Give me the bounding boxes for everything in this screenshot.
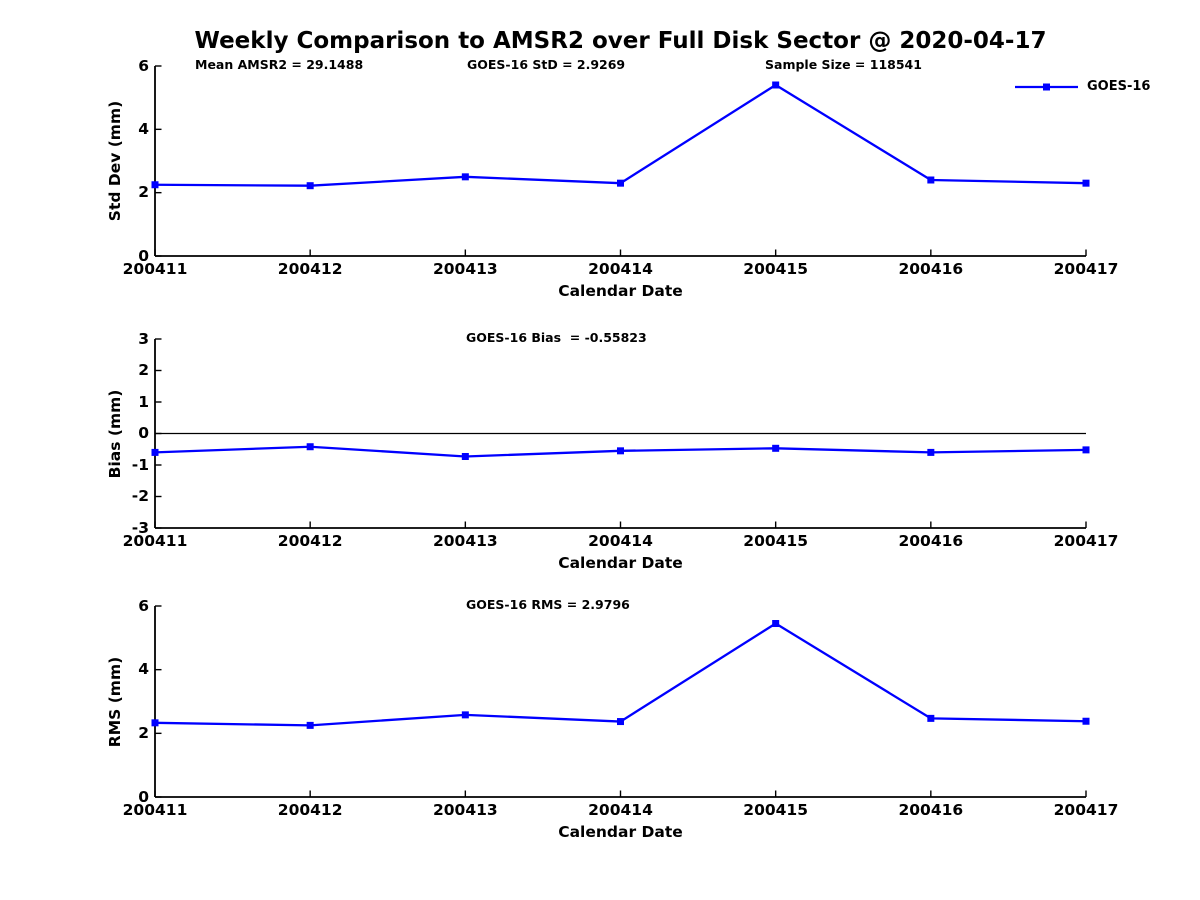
data-point-marker: [617, 718, 624, 726]
x-tick-label: 200415: [743, 260, 809, 278]
data-point-marker: [461, 452, 469, 460]
data-point-marker: [772, 81, 780, 89]
x-tick-label: 200417: [1053, 801, 1119, 819]
y-tick-label: 6: [138, 596, 149, 615]
data-point-marker: [151, 181, 159, 189]
x-axis-label-calendar-date: Calendar Date: [558, 282, 683, 300]
legend-line-sample: [1015, 83, 1078, 91]
y-tick-label: -2: [131, 487, 149, 505]
plot-bias: Bias (mm) GOES-16 Bias = -0.55823 Calend…: [106, 330, 1118, 573]
data-point-marker: [772, 620, 780, 628]
plot-rms: RMS (mm) GOES-16 RMS = 2.9796 Calendar D…: [106, 597, 1118, 842]
annotation-mean-amsr2: Mean AMSR2 = 29.1488: [195, 57, 364, 72]
data-point-marker: [617, 179, 624, 187]
x-tick-label: 200413: [432, 260, 498, 278]
y-tick-label: 1: [138, 392, 149, 411]
y-tick-label: 0: [138, 424, 149, 442]
data-point-marker: [617, 447, 624, 455]
annotation-sample-size: Sample Size = 118541: [765, 57, 922, 72]
legend-label: GOES-16: [1087, 79, 1151, 94]
data-point-marker: [151, 719, 159, 727]
y-tick-label: 2: [138, 723, 149, 742]
legend: GOES-16: [1015, 80, 1150, 94]
legend-marker-icon: [1043, 83, 1050, 91]
annotation-goes16-rms: GOES-16 RMS = 2.9796: [466, 597, 630, 612]
data-point-marker: [306, 443, 314, 451]
y-tick-label: -3: [131, 518, 149, 537]
data-point-marker: [927, 176, 935, 184]
x-tick-label: 200415: [743, 801, 809, 819]
x-tick-label: 200416: [898, 532, 964, 550]
y-tick-label: -1: [131, 455, 149, 474]
series-line: [154, 622, 1087, 727]
y-tick-label: 0: [138, 787, 149, 806]
x-tick-label: 200411: [122, 801, 188, 819]
data-point-marker: [306, 721, 314, 729]
x-tick-label: 200411: [122, 532, 188, 550]
y-axis-label-rms: RMS (mm): [106, 656, 124, 747]
x-tick-label: 200412: [277, 532, 343, 550]
data-point-marker: [306, 182, 314, 190]
series-line: [154, 83, 1087, 187]
x-tick-label: 200416: [898, 801, 964, 819]
y-axis-label-std-dev: Std Dev (mm): [106, 100, 124, 222]
x-tick-label: 200411: [122, 260, 188, 278]
y-tick-label: 6: [138, 56, 149, 75]
y-tick-label: 4: [138, 660, 149, 679]
chart-canvas: [151, 65, 1090, 257]
x-tick-label: 200412: [277, 260, 343, 278]
data-point-marker: [151, 448, 159, 456]
x-tick-label: 200417: [1053, 532, 1119, 550]
data-point-marker: [461, 173, 469, 181]
x-tick-label: 200416: [898, 260, 964, 278]
x-tick-label: 200413: [432, 801, 498, 819]
x-tick-label: 200412: [277, 801, 343, 819]
data-point-marker: [461, 711, 469, 719]
y-tick-label: 0: [138, 246, 149, 265]
x-tick-label: 200415: [743, 532, 809, 550]
x-tick-label: 200414: [588, 532, 653, 550]
x-axis-label-calendar-date: Calendar Date: [558, 554, 683, 572]
x-tick-label: 200417: [1053, 260, 1119, 278]
annotation-goes16-std: GOES-16 StD = 2.9269: [467, 57, 626, 72]
chart-canvas: [151, 338, 1090, 529]
x-axis-label-calendar-date: Calendar Date: [558, 823, 683, 841]
x-tick-label: 200414: [588, 801, 653, 819]
y-tick-label: 2: [138, 183, 149, 202]
y-tick-label: 4: [138, 119, 149, 138]
data-point-marker: [1082, 179, 1090, 187]
figure-title: Weekly Comparison to AMSR2 over Full Dis…: [194, 28, 1047, 54]
y-tick-label: 2: [138, 361, 149, 379]
plot-std-dev: Std Dev (mm) Mean AMSR2 = 29.1488 GOES-1…: [106, 57, 1118, 301]
annotation-goes16-bias: GOES-16 Bias = -0.55823: [466, 330, 647, 345]
data-point-marker: [1082, 446, 1090, 454]
data-point-marker: [772, 444, 780, 452]
data-point-marker: [927, 714, 935, 722]
data-point-marker: [927, 448, 935, 456]
x-tick-label: 200413: [432, 532, 498, 550]
y-tick-label: 3: [138, 329, 149, 348]
x-tick-label: 200414: [588, 260, 653, 278]
data-point-marker: [1082, 717, 1090, 725]
chart-canvas: [151, 605, 1090, 798]
